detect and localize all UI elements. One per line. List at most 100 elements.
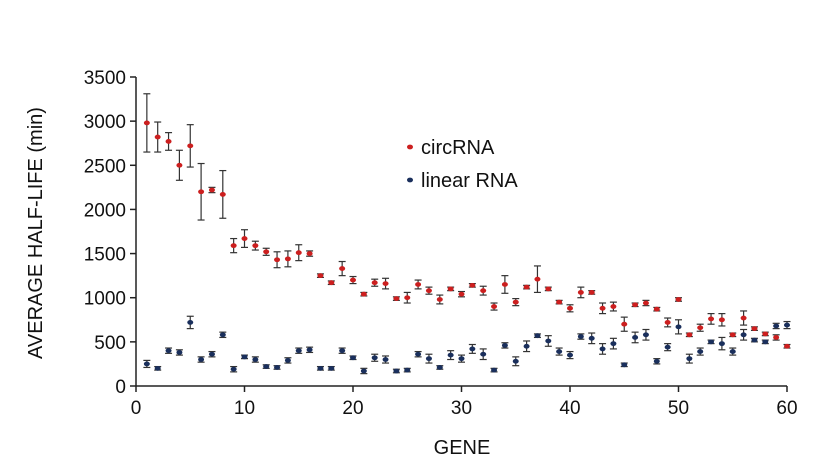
- x-tick-label: 50: [668, 398, 689, 419]
- data-point: [328, 280, 335, 286]
- series-circrna: [143, 93, 791, 349]
- data-point: [610, 304, 617, 309]
- data-point: [252, 243, 259, 249]
- data-point: [328, 365, 335, 371]
- data-point: [751, 326, 758, 332]
- legend: circRNA linear RNA: [407, 137, 518, 192]
- y-axis-title: AVERAGE HALF-LIFE (min): [25, 107, 47, 359]
- legend-label-circrna: circRNA: [421, 137, 495, 159]
- data-point: [512, 299, 519, 305]
- data-point: [317, 365, 324, 371]
- data-point: [360, 368, 367, 374]
- data-point: [577, 290, 584, 295]
- data-point: [588, 290, 595, 295]
- data-point: [534, 276, 541, 282]
- data-point: [415, 282, 422, 287]
- data-point: [567, 352, 573, 358]
- data-point: [252, 357, 259, 362]
- data-point: [143, 361, 150, 367]
- y-tick-label: 1000: [84, 289, 126, 310]
- data-point: [447, 352, 454, 358]
- data-point: [154, 365, 161, 371]
- data-point: [339, 348, 346, 354]
- data-point: [350, 277, 356, 283]
- data-point: [284, 357, 291, 363]
- data-point: [274, 257, 281, 263]
- data-point: [425, 288, 432, 294]
- data-point: [263, 364, 270, 369]
- data-point: [165, 139, 172, 144]
- data-point: [436, 297, 443, 302]
- data-point: [198, 357, 205, 362]
- data-point: [458, 356, 465, 362]
- data-point: [545, 338, 552, 344]
- y-tick-label: 2500: [84, 156, 126, 177]
- y-tick-label: 1500: [84, 245, 126, 266]
- data-point: [469, 346, 476, 352]
- data-point: [708, 316, 715, 322]
- data-point: [480, 351, 487, 357]
- data-point: [729, 332, 736, 338]
- data-point: [382, 357, 389, 362]
- legend-marker-linear-rna: [407, 177, 413, 183]
- data-point: [632, 302, 639, 308]
- data-point: [697, 349, 704, 354]
- data-point: [632, 335, 639, 340]
- data-point: [664, 344, 671, 350]
- data-point: [545, 286, 552, 292]
- data-point: [371, 280, 378, 286]
- data-point: [512, 358, 519, 364]
- data-point: [588, 335, 595, 341]
- legend-marker-circrna: [407, 144, 413, 150]
- legend-label-linear-rna: linear RNA: [421, 170, 518, 192]
- data-point: [382, 281, 389, 286]
- data-point: [740, 332, 747, 338]
- data-point: [230, 366, 237, 372]
- y-tick-label: 3000: [84, 112, 126, 133]
- data-point: [491, 367, 498, 373]
- data-point: [458, 291, 465, 297]
- data-point: [621, 321, 628, 327]
- data-point: [686, 356, 693, 362]
- x-tick-label: 60: [776, 398, 797, 419]
- x-tick-label: 0: [131, 398, 142, 419]
- y-ticks: 0 500 1000 1500 2000 2500 3000 3500: [84, 68, 136, 398]
- data-point: [751, 337, 758, 343]
- legend-entry-linear-rna: linear RNA: [407, 170, 518, 192]
- data-point: [263, 249, 270, 255]
- x-tick-label: 10: [234, 398, 255, 419]
- data-point: [664, 320, 671, 325]
- data-point: [567, 305, 573, 311]
- data-point: [469, 282, 476, 288]
- data-point: [306, 347, 313, 353]
- data-point: [176, 162, 183, 168]
- data-point: [360, 291, 367, 297]
- series-layer: [143, 93, 791, 375]
- axes: 0 500 1000 1500 2000 2500 3000 3500 0 10 20 30 40 50…: [84, 68, 798, 419]
- data-point: [708, 339, 715, 345]
- data-point: [436, 365, 443, 370]
- data-point: [176, 350, 183, 355]
- data-point: [610, 341, 617, 347]
- data-point: [339, 266, 346, 271]
- data-point: [784, 343, 790, 349]
- y-tick-label: 3500: [84, 68, 126, 89]
- x-axis-title: GENE: [434, 437, 491, 459]
- data-point: [523, 343, 530, 349]
- data-point: [187, 143, 194, 149]
- data-point: [642, 332, 649, 338]
- data-point: [599, 346, 606, 352]
- data-point: [404, 367, 411, 373]
- data-point: [208, 187, 215, 193]
- data-point: [143, 120, 150, 126]
- data-point: [762, 339, 769, 345]
- data-point: [642, 300, 649, 306]
- data-point: [773, 323, 780, 329]
- data-point: [718, 317, 725, 323]
- data-point: [729, 349, 736, 354]
- data-point: [556, 299, 563, 305]
- data-point: [653, 306, 660, 312]
- data-point: [784, 322, 790, 328]
- data-point: [371, 355, 378, 361]
